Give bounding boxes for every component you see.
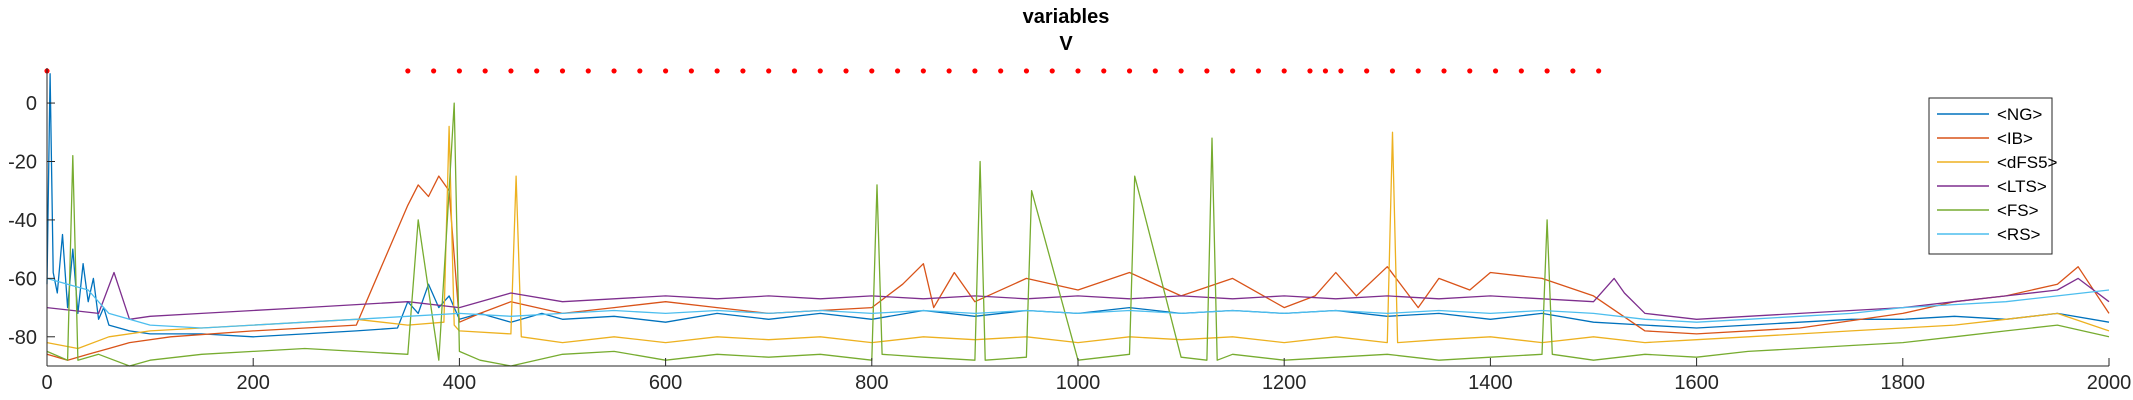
legend-label: <FS> <box>1997 201 2039 220</box>
marker-dot <box>972 68 978 74</box>
y-tick-label: -80 <box>8 327 37 349</box>
series-line <box>46 175 2110 361</box>
marker-dot <box>456 68 462 74</box>
legend-label: <LTS> <box>1997 177 2047 196</box>
marker-dot <box>1338 68 1344 74</box>
marker-dot <box>1544 68 1550 74</box>
series-line <box>46 102 2110 367</box>
marker-dot <box>559 68 566 74</box>
x-tick-label: 1800 <box>1881 372 1926 394</box>
series-line <box>46 277 2110 329</box>
x-tick-label: 600 <box>649 372 682 394</box>
axes: 0 200 400 600 800 1000 1200 1400 1600 1800 2000 0 -2… <box>8 68 2131 394</box>
legend-label: <RS> <box>1997 225 2041 244</box>
marker-dot <box>791 68 798 74</box>
marker-dot <box>1281 68 1287 74</box>
marker-row <box>44 68 1602 74</box>
x-tick-label: 1400 <box>1468 372 1513 394</box>
y-tick-label: -60 <box>8 268 37 290</box>
x-tick-label: 200 <box>237 372 270 394</box>
series-line <box>46 125 2110 350</box>
marker-dot <box>1596 68 1602 74</box>
series-line <box>46 73 2110 338</box>
marker-dot <box>894 68 901 74</box>
marker-dot <box>1126 68 1133 74</box>
legend: <NG> <IB> <dFS5> <LTS> <FS> <RS> <box>1928 97 2058 255</box>
marker-dot <box>740 68 746 74</box>
marker-dot <box>482 68 488 74</box>
marker-dot <box>869 68 875 74</box>
marker-dot <box>1389 68 1396 74</box>
marker-dot <box>508 68 514 74</box>
marker-dot <box>431 68 437 74</box>
marker-dot <box>1255 68 1262 74</box>
legend-box <box>1928 97 2053 255</box>
x-tick-label: 2000 <box>2087 372 2132 394</box>
x-tick-label: 1000 <box>1056 372 1101 394</box>
marker-dot <box>585 68 591 74</box>
marker-dot <box>1570 68 1576 74</box>
x-tick-label: 1600 <box>1674 372 1719 394</box>
x-tick-label: 1200 <box>1262 372 1307 394</box>
marker-dot <box>611 68 617 74</box>
marker-dot <box>998 68 1004 74</box>
marker-dot <box>1364 68 1370 74</box>
legend-label: <dFS5> <box>1997 153 2058 172</box>
y-tick-label: -40 <box>8 210 37 232</box>
marker-dot <box>1049 68 1055 74</box>
title-line: variables <box>1023 6 1110 28</box>
legend-label: <NG> <box>1997 105 2042 124</box>
title-line: V <box>1059 33 1073 55</box>
marker-dot <box>1307 68 1313 74</box>
marker-dot <box>766 68 772 74</box>
marker-dot <box>1518 68 1524 74</box>
marker-dot <box>1023 68 1030 74</box>
x-tick-label: 400 <box>443 372 476 394</box>
x-tick-label: 0 <box>41 372 52 394</box>
marker-dot <box>920 68 926 74</box>
y-tick-label: 0 <box>26 93 37 115</box>
series-line <box>46 271 2110 320</box>
marker-dot <box>663 68 669 74</box>
legend-label: <IB> <box>1997 129 2033 148</box>
marker-dot <box>714 68 720 74</box>
marker-dot <box>843 68 849 74</box>
marker-dot <box>405 68 411 74</box>
marker-dot <box>1415 68 1421 74</box>
marker-dot <box>1204 68 1210 74</box>
y-tick-label: -20 <box>8 151 37 173</box>
marker-dot <box>1178 68 1184 74</box>
plot-series <box>46 73 2110 367</box>
marker-dot <box>1492 68 1499 74</box>
marker-dot <box>534 68 540 74</box>
marker-dot <box>1152 68 1158 74</box>
x-tick-label: 800 <box>855 372 888 394</box>
marker-dot <box>1467 68 1473 74</box>
marker-dot <box>637 68 643 74</box>
chart-title: variables V <box>1023 6 1110 55</box>
marker-dot <box>1322 68 1329 74</box>
marker-dot <box>946 68 952 74</box>
marker-dot <box>1230 68 1236 74</box>
marker-dot <box>1101 68 1107 74</box>
marker-dot <box>1075 68 1081 74</box>
marker-dot <box>688 68 694 74</box>
marker-dot <box>817 68 823 74</box>
marker-dot <box>1441 68 1447 74</box>
